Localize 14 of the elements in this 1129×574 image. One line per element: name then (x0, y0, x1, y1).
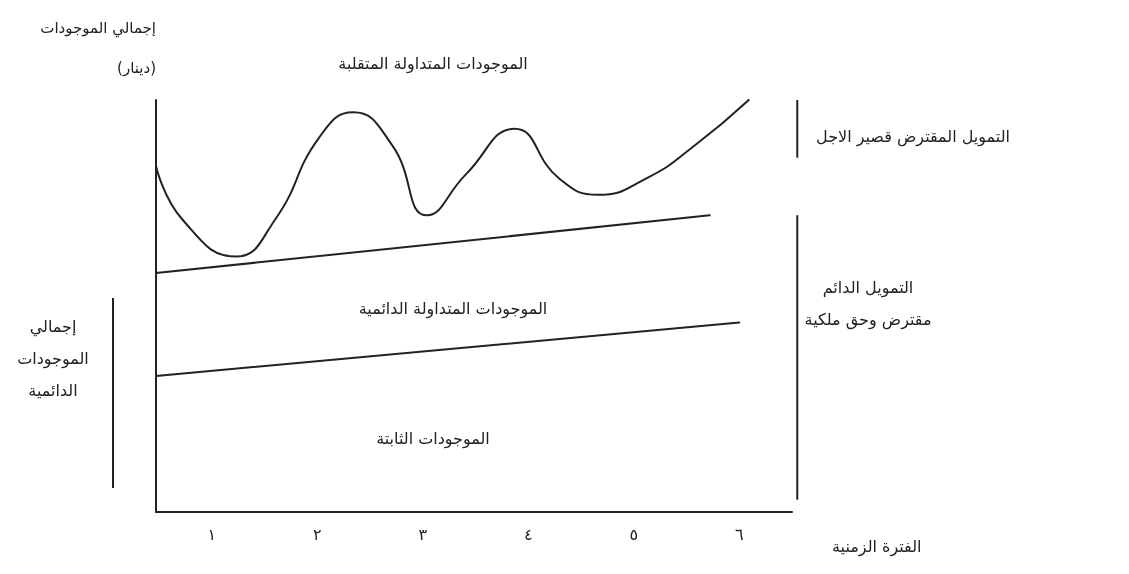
annotation: الموجودات المتداولة الدائمية (358, 298, 548, 319)
x-tick-label: ١ (207, 524, 217, 544)
text: التمويل المقترض قصير الاجل (816, 126, 1010, 147)
x-axis-title: الفترة الزمنية (832, 536, 922, 557)
text: التمويل الدائم مقترض وحق ملكية (804, 277, 932, 330)
x-tick-label: ٦ (734, 524, 744, 544)
x-tick-label: ٤ (524, 524, 533, 544)
x-tick-label: ٣ (418, 524, 428, 544)
x-tick-label: ٢ (313, 524, 322, 544)
annotation: الموجودات الثابتة (376, 428, 490, 449)
text: إجمالي الموجودات الدائمية (17, 316, 89, 400)
text: إجمالي الموجودات (دينار) (40, 19, 156, 77)
x-tick-label: ٥ (629, 524, 639, 544)
text: الموجودات المتداولة المتقلبة (338, 53, 528, 74)
